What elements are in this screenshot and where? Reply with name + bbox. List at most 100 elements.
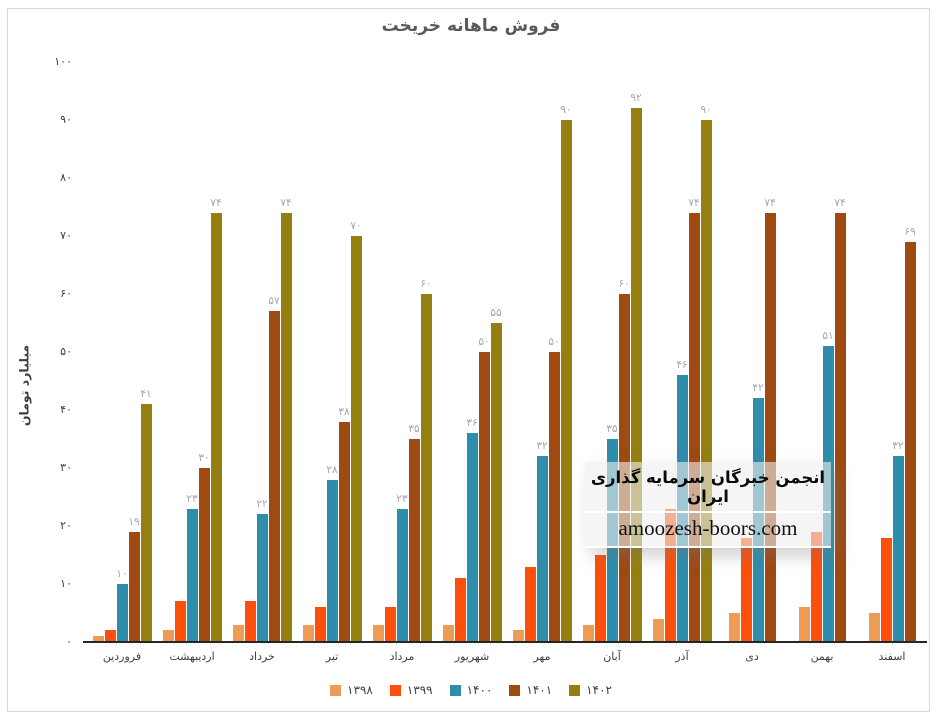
bar-value-label: ۷۴ (210, 196, 222, 209)
legend-label-1398: ۱۳۹۸ (347, 683, 373, 697)
bar-1400-شهریور: ۳۶ (466, 417, 478, 642)
y-tick-label: ۷۰ (60, 229, 72, 242)
bar-value-label: ۹۲ (630, 92, 642, 105)
bar-value-label: ۲۸ (326, 463, 338, 476)
bar-1402-مرداد: ۶۰ (420, 278, 432, 642)
y-axis-title: میلیارد تومان (16, 344, 32, 427)
bar-1401-فروردین: ۱۹ (128, 516, 140, 642)
bar-1401-اردیبهشت: ۳۰ (198, 452, 210, 642)
bar-1402-اردیبهشت: ۷۴ (210, 197, 222, 642)
bar-1400-اردیبهشت: ۲۳ (186, 493, 198, 642)
bar-1398-فروردین (92, 636, 104, 642)
plot-area: ۱۰ ۱۹ ۴۱ ۲۳ ۳۰ ۷۴ ۲۲ ۵۷ ۷۴ ۲۸ ۳۸ ۷۰ ۲۳ ۳۵ ۶۰ ۳۶ ۵۰ ۵۵ ۳۲ ۵۰… (85, 62, 925, 642)
bar-1398-خرداد (232, 624, 244, 642)
bar-1401-اسفند: ۶۹ (904, 226, 916, 642)
bar-value-label: ۲۳ (396, 492, 408, 505)
watermark: انجمن خبرگان سرمایه گذاری ایران amoozesh… (585, 462, 831, 548)
x-tick-label-11: بهمن (810, 650, 834, 663)
bar-value-label: ۶۹ (904, 225, 916, 238)
bar-1398-تیر (302, 624, 314, 642)
bar-1402-مهر: ۹۰ (560, 104, 572, 642)
bar-value-label: ۶۰ (618, 278, 630, 290)
y-tick-label: ۸۰ (60, 171, 72, 184)
y-tick-label: ۶۰ (60, 287, 72, 300)
bar-value-label: ۴۲ (752, 382, 764, 395)
y-tick-label: ۰ (66, 635, 72, 648)
chart-legend: ۱۳۹۸ ۱۳۹۹ ۱۴۰۰ ۱۴۰۱ ۱۴۰۲ (0, 683, 942, 697)
legend-label-1401: ۱۴۰۱ (526, 683, 553, 697)
bar-value-label: ۶۰ (420, 278, 432, 290)
bar-1401-آذر: ۷۴ (688, 197, 700, 642)
x-axis-line (83, 641, 927, 643)
bar-group-5: ۲۳ ۳۵ ۶۰ (367, 62, 437, 642)
bar-value-label: ۷۰ (350, 220, 362, 232)
bar-1398-مرداد (372, 624, 384, 642)
bar-1401-مرداد: ۳۵ (408, 423, 420, 642)
y-tick-label: ۱۰ (60, 577, 72, 590)
chart-title: فروش ماهانه خریخت (381, 16, 561, 36)
bar-1402-تیر: ۷۰ (350, 220, 362, 642)
bar-group-12: ۳۲ ۶۹ (857, 62, 927, 642)
legend-swatch-1398 (330, 684, 342, 696)
legend-item-1400: ۱۴۰۰ (449, 683, 493, 697)
bar-group-7: ۳۲ ۵۰ ۹۰ (507, 62, 577, 642)
bar-1400-مرداد: ۲۳ (396, 493, 408, 642)
legend-item-1399: ۱۳۹۹ (389, 683, 433, 697)
bar-1400-خرداد: ۲۲ (256, 498, 268, 642)
bar-1399-بهمن (810, 531, 822, 642)
bar-1399-خرداد (244, 601, 256, 642)
bar-1399-مهر (524, 566, 536, 642)
bar-value-label: ۷۴ (280, 196, 292, 209)
bar-value-label: ۵۱ (822, 330, 834, 343)
legend-item-1401: ۱۴۰۱ (509, 683, 552, 697)
bar-group-9: ۴۶ ۷۴ ۹۰ (647, 62, 717, 642)
legend-label-1399: ۱۳۹۹ (406, 683, 433, 697)
bar-1398-آبان (582, 624, 594, 642)
bar-1400-اسفند: ۳۲ (892, 440, 904, 642)
bar-1398-شهریور (442, 624, 454, 642)
bar-value-label: ۹۰ (560, 104, 572, 116)
x-tick-label-5: مرداد (389, 650, 415, 663)
x-tick-label-1: فروردین (102, 650, 142, 663)
bar-value-label: ۳۲ (892, 440, 904, 453)
x-tick-label-10: دی (745, 650, 759, 663)
bar-1399-شهریور (454, 578, 466, 642)
bar-1400-تیر: ۲۸ (326, 464, 338, 642)
bar-1401-تیر: ۳۸ (338, 406, 350, 642)
bar-group-8: ۳۵ ۶۰ ۹۲ (577, 62, 647, 642)
legend-swatch-1400 (449, 684, 461, 696)
legend-label-1400: ۱۴۰۰ (466, 683, 493, 697)
bar-value-label: ۳۵ (606, 423, 618, 435)
y-tick-label: ۹۰ (60, 113, 72, 126)
x-tick-label-8: آبان (603, 650, 621, 663)
bar-value-label: ۳۲ (536, 440, 548, 453)
bar-1398-دی (728, 613, 740, 642)
x-tick-label-12: اسفند (878, 650, 906, 663)
y-tick-label: ۵۰ (60, 345, 72, 358)
watermark-persian-text: انجمن خبرگان سرمایه گذاری ایران (590, 468, 826, 506)
bar-1401-بهمن: ۷۴ (834, 197, 846, 642)
bar-1399-اسفند (880, 537, 892, 642)
bar-1401-دی: ۷۴ (764, 197, 776, 642)
bar-value-label: ۴۱ (140, 388, 152, 401)
bar-1399-مرداد (384, 607, 396, 642)
bar-group-11: ۵۱ ۷۴ (787, 62, 857, 642)
y-tick-label: ۴۰ (60, 403, 72, 416)
bar-value-label: ۳۶ (466, 417, 478, 430)
bar-value-label: ۵۰ (478, 336, 490, 348)
bar-1402-شهریور: ۵۵ (490, 307, 502, 642)
bar-value-label: ۴۶ (676, 359, 688, 372)
bar-1401-مهر: ۵۰ (548, 336, 560, 642)
bar-1399-آذر (664, 508, 676, 642)
bar-1402-آذر: ۹۰ (700, 104, 712, 642)
bar-1399-آبان (594, 555, 606, 642)
bar-1398-اردیبهشت (162, 630, 174, 642)
bar-value-label: ۱۹ (128, 515, 140, 528)
bar-value-label: ۱۰ (116, 568, 128, 580)
legend-swatch-1402 (569, 684, 581, 696)
bar-1400-مهر: ۳۲ (536, 440, 548, 642)
x-tick-label-2: اردیبهشت (169, 650, 215, 663)
bar-1399-فروردین (104, 630, 116, 642)
x-tick-label-3: خرداد (249, 650, 275, 663)
bar-value-label: ۳۸ (338, 405, 350, 418)
